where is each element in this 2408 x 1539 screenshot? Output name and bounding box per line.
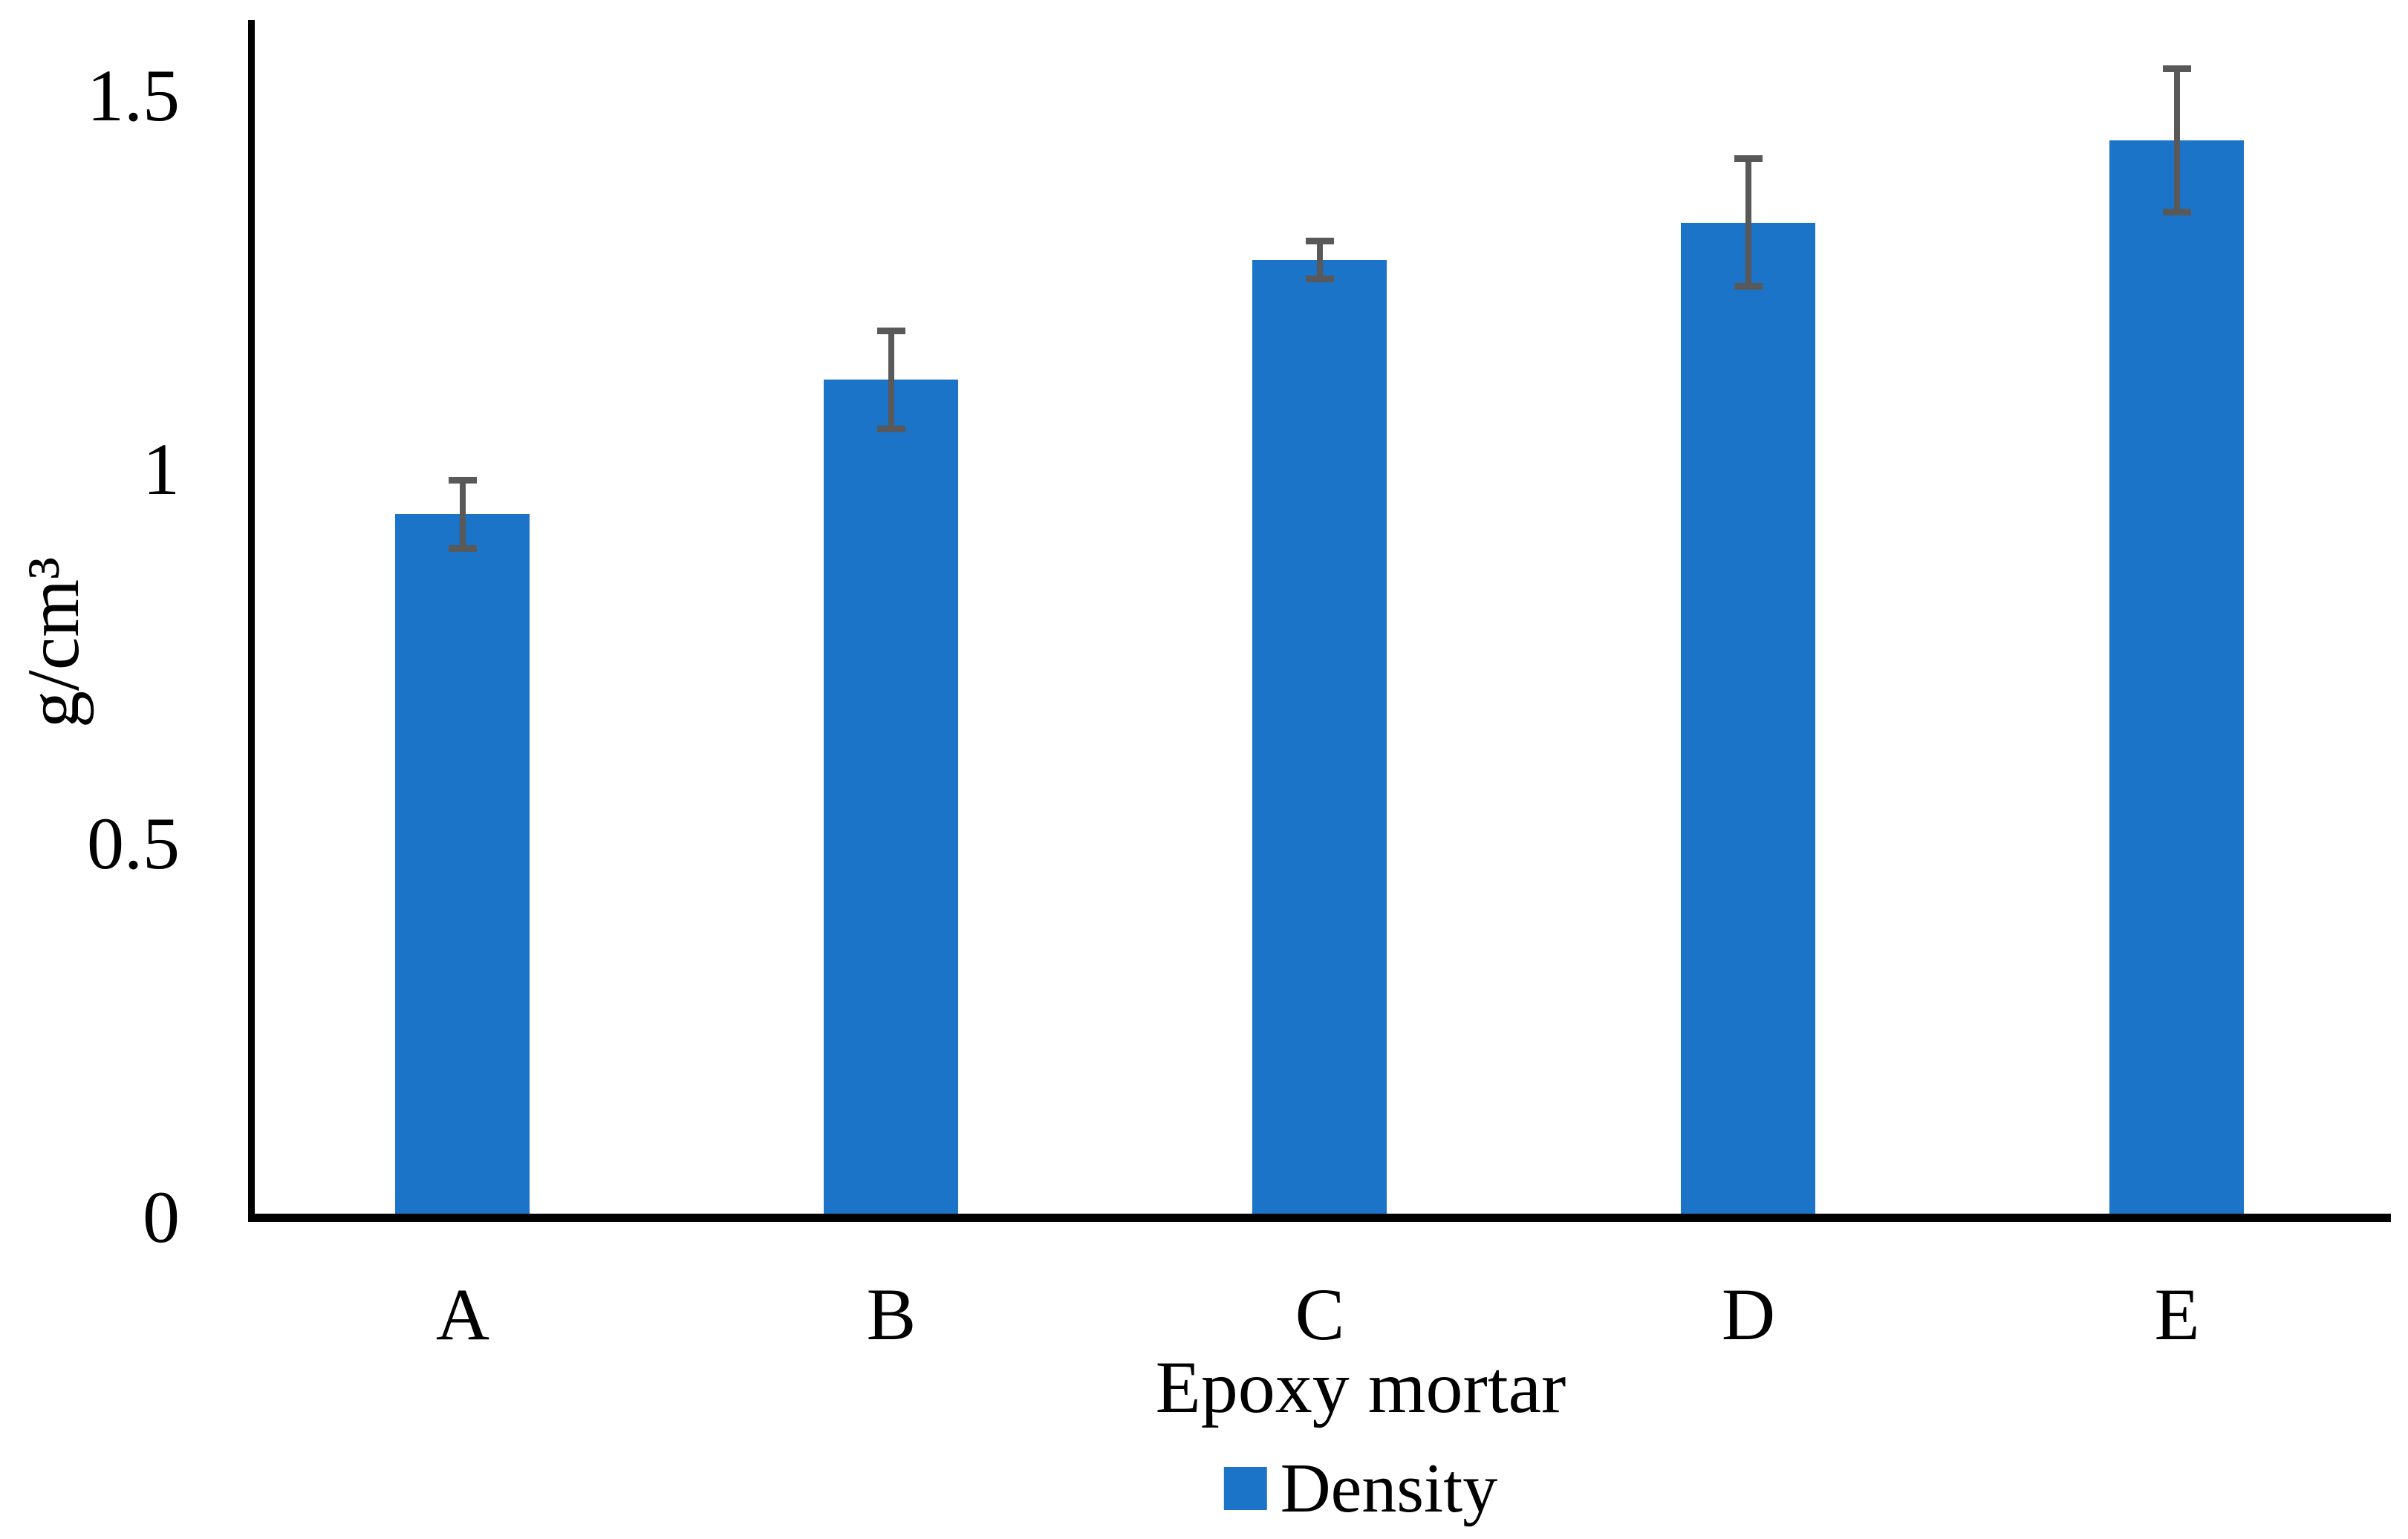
y-tick-label: 0.5 [87,801,180,885]
error-bar-bottom-cap-A [449,545,477,552]
y-axis-line [248,20,255,1222]
error-bar-stem-A [460,477,466,552]
y-tick-label: 0 [143,1176,180,1258]
error-bar-bottom-cap-B [877,426,905,432]
error-bar-bottom-cap-C [1306,276,1334,282]
x-tick-label-E: E [2154,1273,2200,1356]
error-bar-top-cap-D [1734,155,1763,162]
x-axis-title: Epoxy mortar [1155,1346,1566,1428]
y-axis-title: g/cm³ [12,557,94,728]
legend-label: Density [1280,1450,1498,1527]
error-bar-bottom-cap-D [1734,283,1763,290]
y-tick-label: 1 [143,428,180,510]
x-tick-label-C: C [1295,1273,1345,1356]
bar-D [1681,223,1815,1217]
legend-swatch-icon [1223,1467,1267,1510]
bar-A [395,514,530,1217]
error-bar-stem-D [1745,155,1751,290]
x-tick-label-B: B [866,1273,917,1356]
error-bar-bottom-cap-E [2163,209,2191,215]
error-bar-top-cap-B [877,328,905,334]
legend: Density [1223,1447,1498,1530]
error-bar-stem-E [2174,65,2180,215]
error-bar-top-cap-E [2163,65,2191,72]
error-bar-stem-B [888,328,894,432]
x-tick-label-A: A [435,1273,490,1356]
y-tick-label: 1.5 [87,53,180,137]
bar-E [2109,140,2244,1217]
x-tick-label-D: D [1721,1273,1776,1356]
error-bar-top-cap-A [449,477,477,484]
error-bar-top-cap-C [1306,238,1334,244]
bar-B [824,380,958,1217]
bar-C [1252,260,1387,1217]
x-axis-line [248,1214,2391,1222]
error-bar-stem-C [1317,238,1323,282]
